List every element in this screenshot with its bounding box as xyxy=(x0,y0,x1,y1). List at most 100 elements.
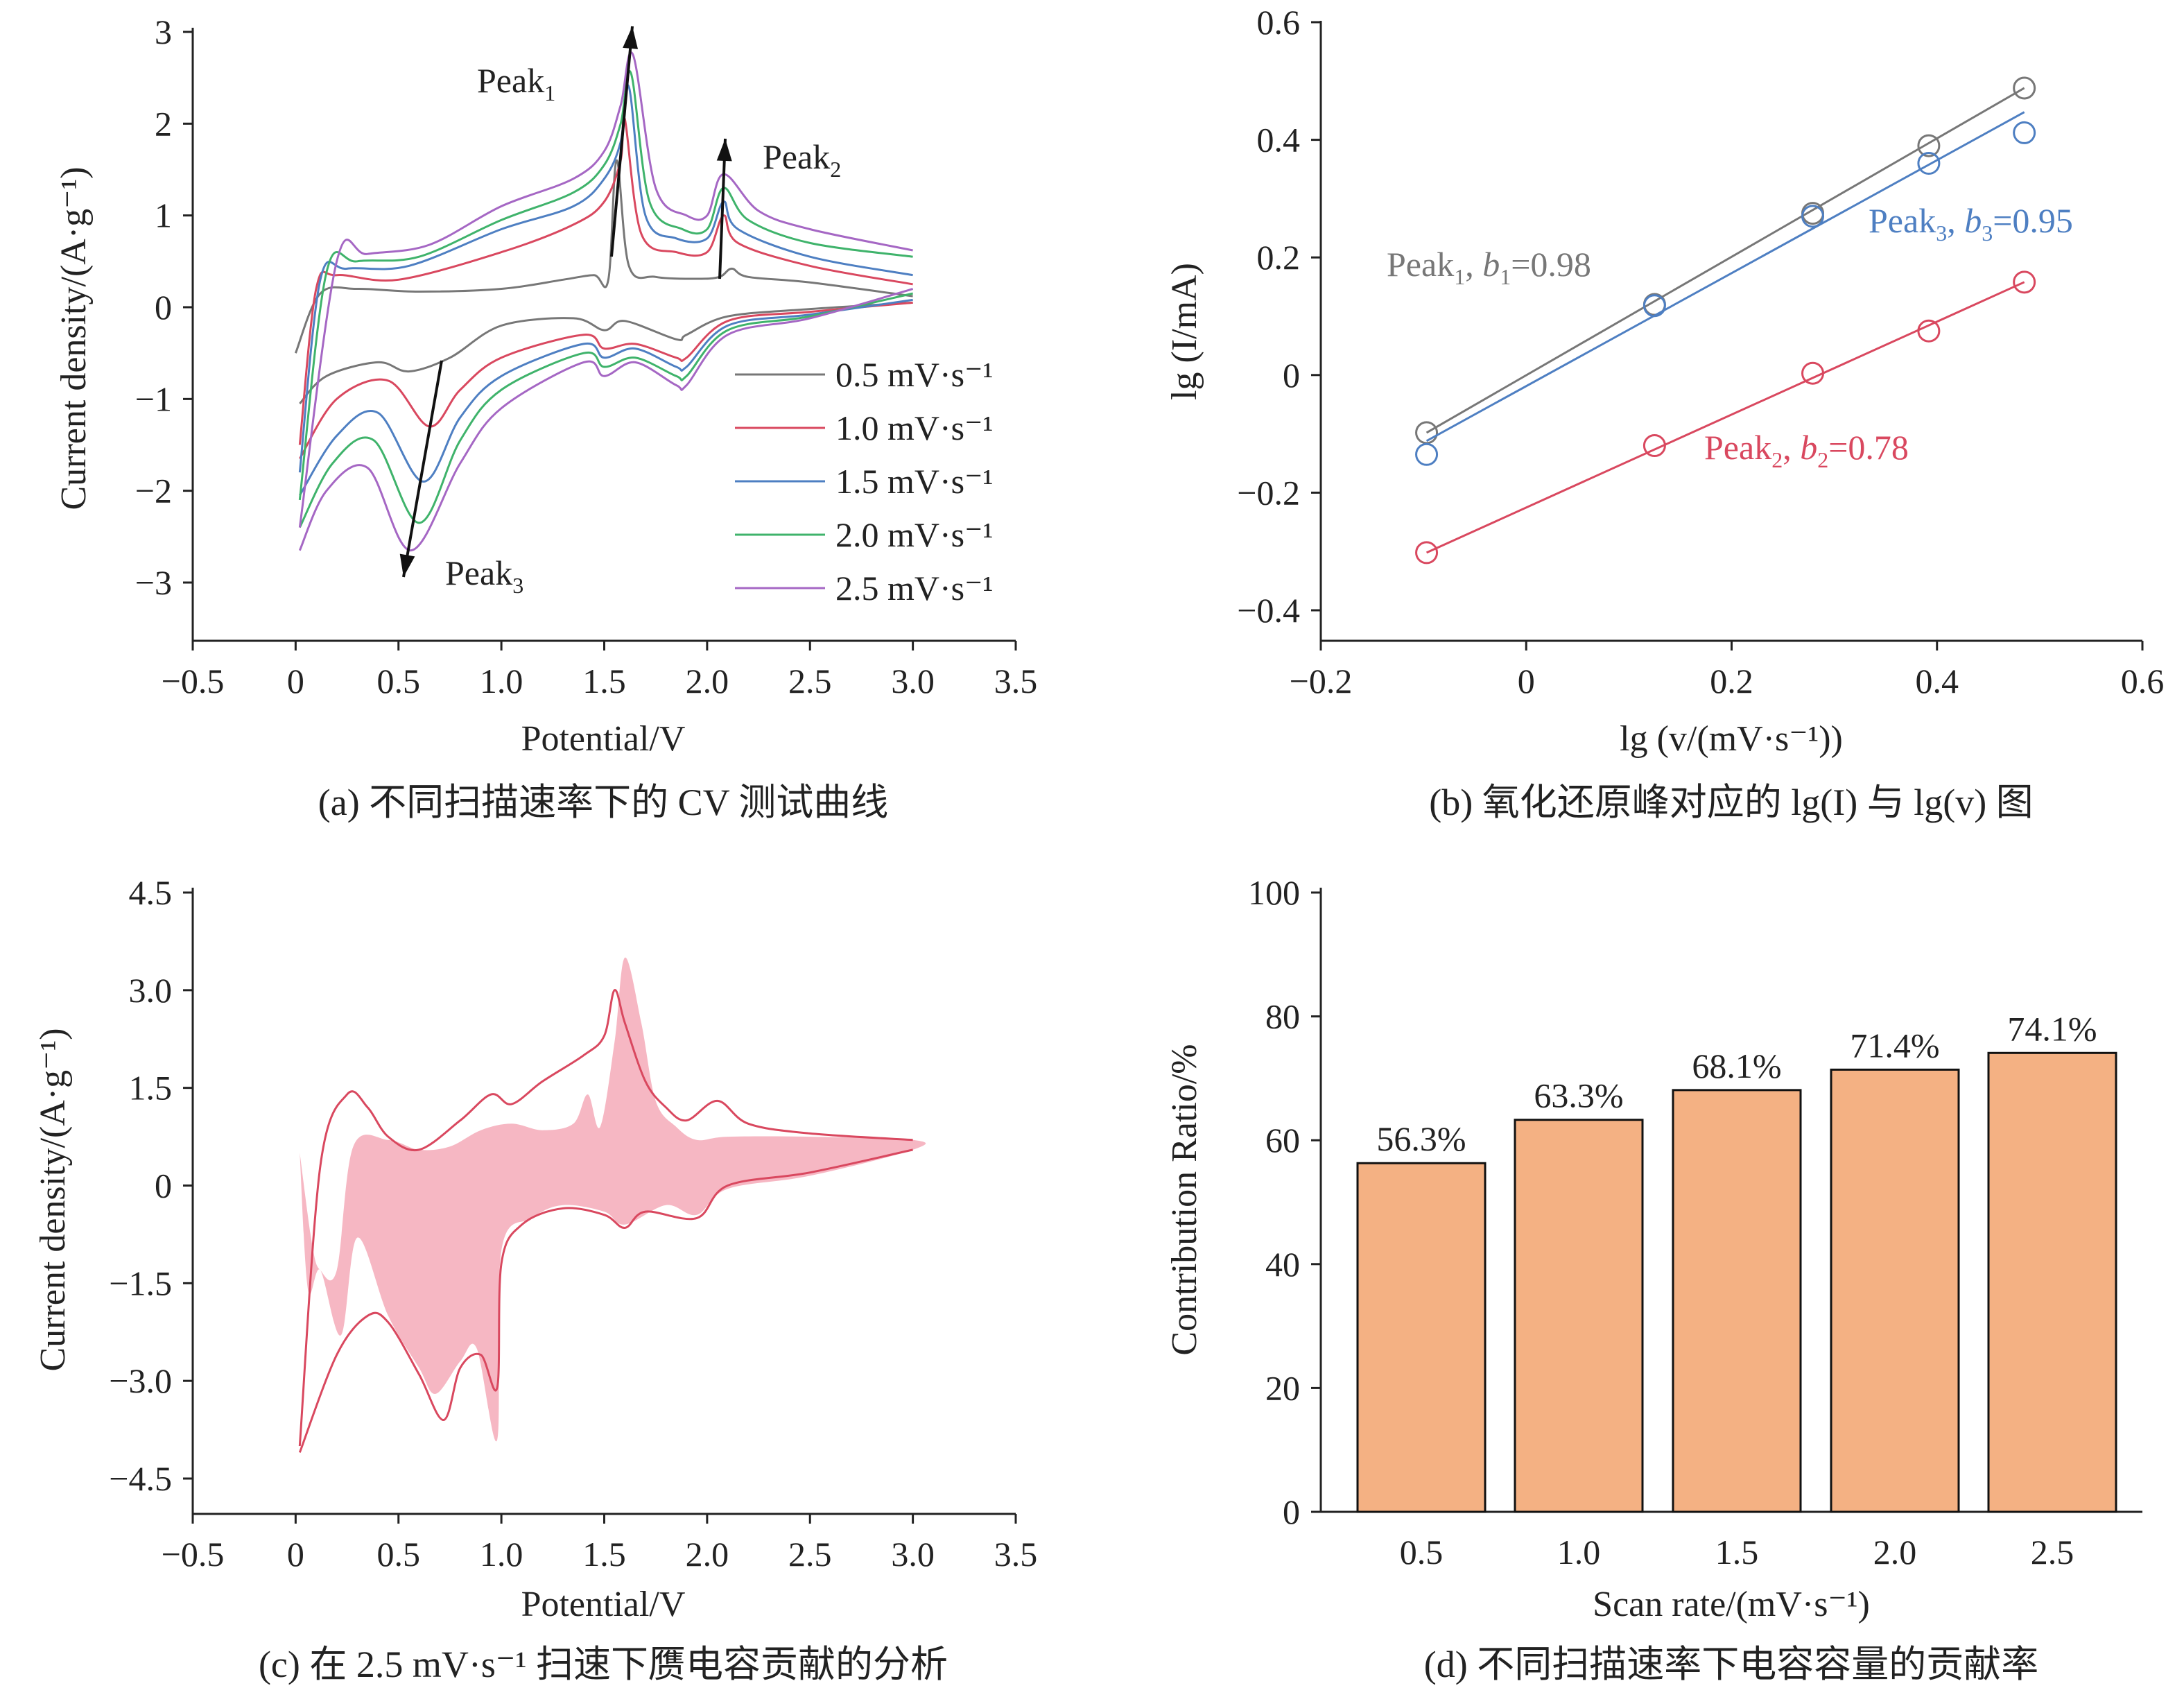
d-y-tick-label: 40 xyxy=(1265,1245,1300,1284)
c-y-axis-title: Current density/(A·g⁻¹) xyxy=(33,1028,73,1371)
a-peak2-label-text: Peak xyxy=(763,137,830,176)
c-y-tick-label: −1.5 xyxy=(109,1264,172,1302)
a-series-0.5-anodic xyxy=(294,159,913,354)
a-y-tick-label: −1 xyxy=(135,379,172,418)
b-y-tick-label: 0 xyxy=(1283,356,1300,395)
b-label-peak-sub: 3 xyxy=(1936,221,1947,245)
d-bar-label: 68.1% xyxy=(1692,1046,1781,1085)
b-y-tick-label: −0.4 xyxy=(1237,591,1300,630)
a-x-tick-label: 0 xyxy=(287,662,304,700)
b-label-peak: Peak xyxy=(1704,428,1771,467)
a-y-tick-label: 2 xyxy=(155,104,172,143)
a-series-1-cathodic xyxy=(299,301,913,460)
d-x-tick-label: 2.5 xyxy=(2031,1533,2074,1571)
a-y-tick-label: 0 xyxy=(155,288,172,327)
b-fit-line-2 xyxy=(1425,281,2025,554)
a-y-tick-label: 1 xyxy=(155,196,172,235)
c-x-tick-label: 1.5 xyxy=(582,1535,626,1574)
c-x-tick-label: 3.0 xyxy=(891,1535,935,1574)
b-series-label-2: Peak2, b2=0.78 xyxy=(1704,428,1909,472)
c-y-tick-label: 1.5 xyxy=(129,1069,173,1108)
b-x-tick-label: −0.2 xyxy=(1290,662,1353,700)
a-y-tick-label: −3 xyxy=(135,563,172,602)
b-label-peak-sub: 2 xyxy=(1771,447,1783,472)
c-x-tick-label: 0 xyxy=(287,1535,304,1574)
c-x-tick-label: 2.0 xyxy=(686,1535,729,1574)
b-label-peak: Peak xyxy=(1387,245,1454,284)
a-x-axis-title: Potential/V xyxy=(521,719,686,759)
b-y-tick-label: −0.2 xyxy=(1237,473,1300,512)
b-y-tick-label: 0.4 xyxy=(1257,121,1301,160)
a-x-tick-label: 3.5 xyxy=(994,662,1038,700)
a-legend-label: 2.0 mV·s⁻¹ xyxy=(835,515,994,554)
d-y-tick-label: 0 xyxy=(1283,1492,1300,1531)
a-series-2.5-anodic xyxy=(298,51,913,528)
panel-d-contribution-bars: 100 80 60 40 20 0 56.3% 0.5 63.3% 1.0 68.1% 1.5 71.4… xyxy=(1165,873,2142,1685)
b-x-tick-label: 0 xyxy=(1518,662,1535,700)
a-x-tick-label: 1.5 xyxy=(582,662,626,700)
b-label-b: b xyxy=(1482,245,1500,284)
b-point-3 xyxy=(1643,294,1666,318)
d-y-tick-label: 100 xyxy=(1248,873,1300,912)
a-caption: (a) 不同扫描速率下的 CV 测试曲线 xyxy=(318,782,888,823)
b-label-b: b xyxy=(1800,428,1817,467)
a-peak3-label-text: Peak xyxy=(445,553,512,592)
b-fit-line-3 xyxy=(1425,111,2025,442)
b-y-tick-label: 0.2 xyxy=(1257,238,1301,277)
b-y-tick-label: 0.6 xyxy=(1257,3,1301,42)
b-label-b-value: =0.95 xyxy=(1993,201,2073,240)
a-x-tick-label: 1.0 xyxy=(480,662,523,700)
a-y-axis-title: Current density/(A·g⁻¹) xyxy=(54,166,94,510)
c-total-cv-cathodic xyxy=(298,1148,913,1453)
b-label-comma: , xyxy=(1465,245,1482,284)
c-x-tick-label: 2.5 xyxy=(788,1535,832,1574)
c-capacitive-fill xyxy=(300,957,926,1442)
d-y-tick-label: 80 xyxy=(1265,997,1300,1036)
b-y-axis-title: lg (I/mA) xyxy=(1165,263,1204,400)
c-x-tick-label: 0.5 xyxy=(377,1535,421,1574)
b-caption: (b) 氧化还原峰对应的 lg(I) 与 lg(v) 图 xyxy=(1429,782,2033,823)
c-total-cv-anodic xyxy=(298,989,913,1447)
a-series-2-cathodic xyxy=(298,292,913,528)
b-x-axis-title: lg (v/(mV·s⁻¹)) xyxy=(1620,719,1843,759)
b-label-b-value: =0.98 xyxy=(1511,245,1591,284)
c-x-tick-label: 3.5 xyxy=(994,1535,1038,1574)
a-y-tick-label: −2 xyxy=(135,472,172,510)
d-bar-label: 74.1% xyxy=(2007,1009,2097,1048)
a-y-tick-label: 3 xyxy=(155,12,172,51)
d-bar-2.0 xyxy=(1830,1068,1960,1513)
d-y-tick-label: 60 xyxy=(1265,1121,1300,1160)
b-point-1 xyxy=(2013,76,2036,100)
b-label-b-sub: 2 xyxy=(1817,447,1828,472)
a-peak3-arrow-head xyxy=(399,553,415,577)
panel-a-cv-curves: −0.5 0 0.5 1.0 1.5 2.0 2.5 3.0 3.5 3 2 1 0 −1 −2 −3 0.5 … xyxy=(54,12,1037,823)
b-x-tick-label: 0.2 xyxy=(1710,662,1753,700)
b-x-tick-label: 0.4 xyxy=(1916,662,1959,700)
a-series-2-anodic xyxy=(298,70,913,501)
a-series-1.5-cathodic xyxy=(299,298,913,497)
a-series-2.5-cathodic xyxy=(298,288,914,552)
a-peak1-arrow-head xyxy=(623,26,639,49)
c-y-tick-label: 3.0 xyxy=(129,971,173,1010)
a-x-tick-label: −0.5 xyxy=(162,662,225,700)
a-peak1-label-text: Peak xyxy=(477,61,544,100)
b-point-3 xyxy=(1801,205,1825,228)
b-label-b-value: =0.78 xyxy=(1828,428,1909,467)
a-peak2-arrow xyxy=(718,138,727,279)
d-bar-label: 71.4% xyxy=(1850,1026,1939,1065)
a-peak3-arrow xyxy=(402,360,443,578)
b-label-comma: , xyxy=(1947,201,1964,240)
d-y-tick-label: 20 xyxy=(1265,1368,1300,1407)
b-point-2 xyxy=(1415,541,1439,565)
a-x-tick-label: 2.0 xyxy=(686,662,729,700)
a-series-0.5-cathodic xyxy=(299,301,913,405)
c-x-tick-label: 1.0 xyxy=(480,1535,523,1574)
a-peak1-arrow xyxy=(610,26,634,257)
a-peak2-label: Peak2 xyxy=(763,137,841,182)
b-label-comma: , xyxy=(1783,428,1800,467)
b-label-peak-sub: 1 xyxy=(1454,264,1465,289)
c-y-tick-label: −4.5 xyxy=(109,1459,172,1498)
a-x-tick-label: 0.5 xyxy=(377,662,421,700)
